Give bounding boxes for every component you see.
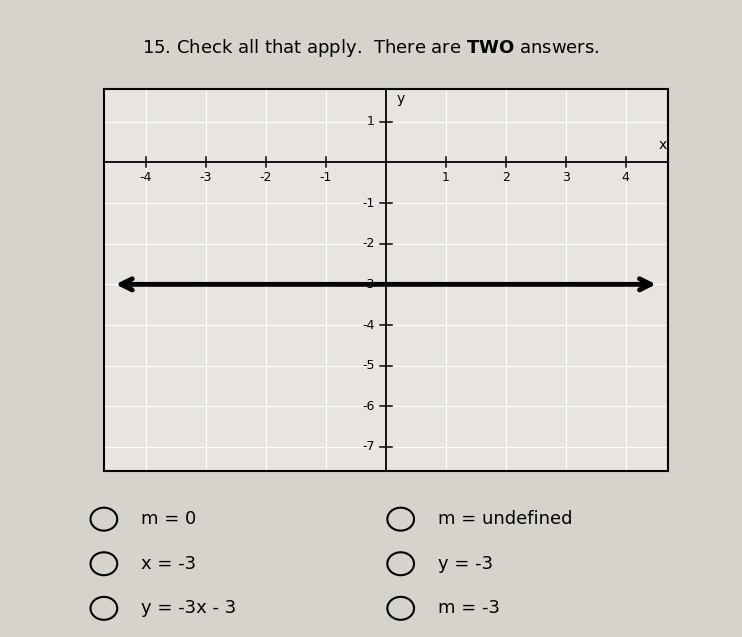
Text: m = -3: m = -3 xyxy=(438,599,500,617)
Text: -2: -2 xyxy=(363,237,375,250)
Text: y: y xyxy=(397,92,405,106)
Text: -2: -2 xyxy=(260,171,272,184)
Text: 1: 1 xyxy=(442,171,450,184)
Text: -5: -5 xyxy=(363,359,375,372)
Text: -3: -3 xyxy=(200,171,212,184)
Text: 1: 1 xyxy=(367,115,375,128)
Text: 15. Check all that apply.  There are $\bf{TWO}$ answers.: 15. Check all that apply. There are $\bf… xyxy=(142,37,600,59)
Text: -3: -3 xyxy=(363,278,375,291)
Text: m = 0: m = 0 xyxy=(141,510,196,528)
Text: x: x xyxy=(659,138,667,152)
Text: x = -3: x = -3 xyxy=(141,555,196,573)
Text: y = -3x - 3: y = -3x - 3 xyxy=(141,599,236,617)
Text: -1: -1 xyxy=(320,171,332,184)
Text: -7: -7 xyxy=(363,440,375,454)
Text: -4: -4 xyxy=(363,318,375,331)
Text: 2: 2 xyxy=(502,171,510,184)
Text: y = -3: y = -3 xyxy=(438,555,493,573)
Text: 4: 4 xyxy=(622,171,630,184)
Text: -4: -4 xyxy=(139,171,152,184)
Text: 3: 3 xyxy=(562,171,570,184)
Text: -1: -1 xyxy=(363,197,375,210)
Text: -6: -6 xyxy=(363,400,375,413)
Text: m = undefined: m = undefined xyxy=(438,510,572,528)
